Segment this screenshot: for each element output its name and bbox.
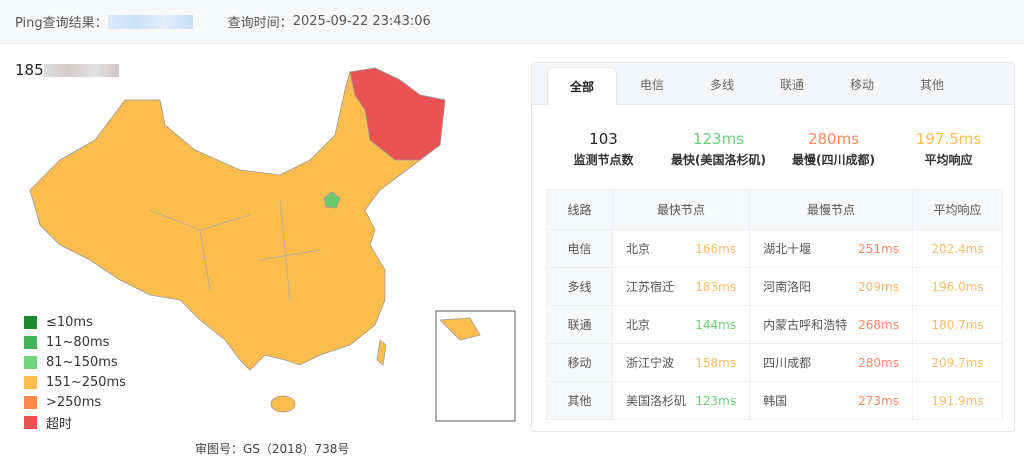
legend-item: 151~250ms	[24, 372, 126, 392]
tab-telecom[interactable]: 电信	[639, 78, 664, 92]
col-line: 线路	[546, 189, 613, 230]
summary-stats: 103 监测节点数 123ms 最快(美国洛杉矶) 280ms 最慢(四川成都) 19…	[532, 129, 1014, 168]
stat-average: 197.5ms 平均响应	[891, 129, 1006, 168]
tab-all[interactable]: 全部	[547, 67, 617, 106]
legend-label: ≤10ms	[46, 314, 93, 330]
legend-label: 11~80ms	[46, 334, 110, 350]
fastest-ms: 123ms	[691, 381, 751, 420]
line-cell: 移动	[546, 343, 613, 382]
result-header: Ping查询结果： 查询时间： 2025-09-22 23:43:06	[0, 0, 1024, 44]
table-row: 多线 江苏宿迁 183ms 河南洛阳 209ms 196.0ms	[546, 267, 1003, 306]
average-ms: 191.9ms	[912, 381, 1003, 420]
table-row: 其他 美国洛杉矶 123ms 韩国 273ms 191.9ms	[546, 381, 1003, 420]
map-region-northeast-timeout[interactable]	[349, 67, 446, 161]
slowest-ms: 268ms	[854, 305, 914, 344]
map-region-hainan[interactable]	[270, 395, 296, 413]
slowest-ms: 209ms	[854, 267, 914, 306]
slowest-ms: 280ms	[854, 343, 914, 382]
table-row: 移动 浙江宁波 158ms 四川成都 280ms 209.7ms	[546, 343, 1003, 382]
fastest-ms: 144ms	[691, 305, 751, 344]
stat-value: 197.5ms	[915, 130, 982, 148]
result-label: Ping查询结果：	[15, 16, 108, 31]
fastest-ms: 166ms	[691, 229, 751, 268]
legend-label: 81~150ms	[46, 354, 118, 370]
slowest-node: 四川成都	[749, 343, 855, 382]
legend-swatch	[24, 375, 37, 389]
average-ms: 180.7ms	[912, 305, 1003, 344]
legend-item: 11~80ms	[24, 332, 126, 352]
map-review-number: 审图号：GS（2018）738号	[195, 442, 350, 456]
legend-label: 超时	[46, 416, 73, 432]
average-ms: 202.4ms	[912, 229, 1003, 268]
fastest-node: 北京	[612, 229, 692, 268]
redacted-ip	[43, 64, 119, 77]
slowest-node: 湖北十堰	[749, 229, 855, 268]
legend-swatch	[24, 415, 37, 429]
line-cell: 其他	[546, 381, 613, 420]
line-cell: 电信	[546, 229, 613, 268]
stat-node-count: 103 监测节点数	[546, 129, 661, 168]
table-row: 联通 北京 144ms 内蒙古呼和浩特 268ms 180.7ms	[546, 305, 1003, 344]
slowest-ms: 273ms	[854, 381, 914, 420]
slowest-node: 韩国	[749, 381, 855, 420]
stat-label: 平均响应	[924, 153, 973, 167]
slowest-ms: 251ms	[854, 229, 914, 268]
legend-swatch	[24, 315, 37, 329]
table-header: 线路 最快节点 最慢节点 平均响应	[546, 189, 1003, 230]
stat-slowest: 280ms 最慢(四川成都)	[776, 129, 891, 168]
map-region-taiwan[interactable]	[376, 339, 387, 366]
stat-value: 103	[589, 130, 618, 148]
fastest-ms: 158ms	[691, 343, 751, 382]
stat-label: 最快(美国洛杉矶)	[671, 153, 766, 167]
line-cell: 联通	[546, 305, 613, 344]
stat-value: 280ms	[807, 130, 860, 148]
fastest-node: 美国洛杉矶	[612, 381, 692, 420]
fastest-node: 浙江宁波	[612, 343, 692, 382]
stat-value: 123ms	[692, 130, 745, 148]
table-row: 电信 北京 166ms 湖北十堰 251ms 202.4ms	[546, 229, 1003, 268]
ip-prefix: 185	[15, 61, 44, 79]
tab-multiline[interactable]: 多线	[709, 78, 734, 92]
line-tabs: 全部 电信 多线 联通 移动 其他	[532, 63, 1014, 106]
line-cell: 多线	[546, 267, 613, 306]
map-legend: ≤10ms 11~80ms 81~150ms 151~250ms >250ms …	[24, 312, 126, 432]
average-ms: 196.0ms	[912, 267, 1003, 306]
legend-swatch	[24, 395, 37, 409]
fastest-node: 江苏宿迁	[612, 267, 692, 306]
legend-item: >250ms	[24, 392, 126, 412]
time-label: 查询时间：	[227, 16, 293, 31]
time-value: 2025-09-22 23:43:06	[292, 14, 431, 29]
col-fastest: 最快节点	[611, 189, 751, 230]
tab-mobile[interactable]: 移动	[849, 78, 874, 92]
legend-swatch	[24, 335, 37, 349]
slowest-node: 内蒙古呼和浩特	[749, 305, 855, 344]
legend-swatch	[24, 355, 37, 369]
legend-label: 151~250ms	[46, 374, 126, 390]
fastest-ms: 183ms	[691, 267, 751, 306]
legend-item: 超时	[24, 412, 126, 432]
tab-other[interactable]: 其他	[919, 78, 944, 92]
stat-label: 最慢(四川成都)	[792, 153, 875, 167]
slowest-node: 河南洛阳	[749, 267, 855, 306]
stat-label: 监测节点数	[573, 153, 634, 167]
tab-unicom[interactable]: 联通	[779, 78, 804, 92]
redacted-host	[107, 14, 193, 29]
line-results-table: 线路 最快节点 最慢节点 平均响应 电信 北京 166ms 湖北十堰 251ms…	[546, 189, 1003, 420]
legend-label: >250ms	[46, 394, 102, 410]
target-ip: 185	[15, 61, 119, 79]
legend-item: ≤10ms	[24, 312, 126, 332]
col-slowest: 最慢节点	[749, 189, 913, 230]
map-region-beijing[interactable]	[323, 191, 341, 209]
col-average: 平均响应	[912, 189, 1003, 230]
fastest-node: 北京	[612, 305, 692, 344]
stat-fastest: 123ms 最快(美国洛杉矶)	[661, 129, 776, 168]
results-panel: 全部 电信 多线 联通 移动 其他 103 监测节点数 123ms 最快(美国洛杉矶…	[531, 62, 1015, 432]
average-ms: 209.7ms	[912, 343, 1003, 382]
legend-item: 81~150ms	[24, 352, 126, 372]
china-latency-map	[29, 67, 516, 422]
